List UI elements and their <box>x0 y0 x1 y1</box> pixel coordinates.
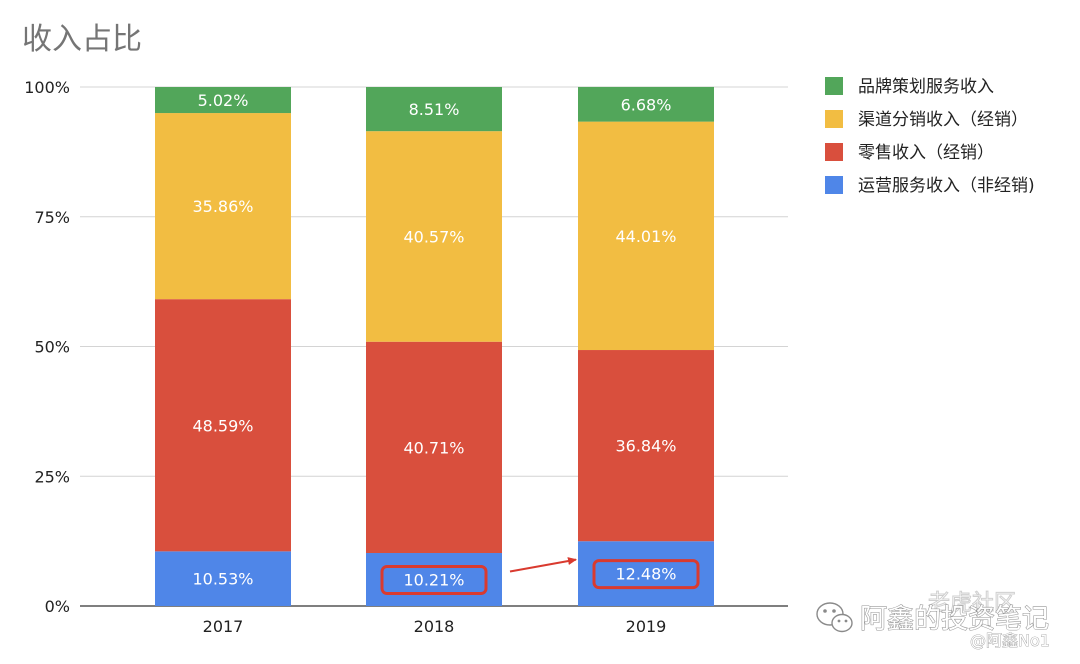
chart-title: 收入占比 <box>22 22 142 57</box>
x-tick-label: 2019 <box>626 617 667 636</box>
bar-segment <box>155 87 291 114</box>
y-tick-label: 50% <box>34 338 70 357</box>
y-axis: 0% 25% 50% 75% 100% <box>24 78 70 616</box>
x-axis: 2017 2018 2019 <box>203 617 667 636</box>
x-tick-label: 2018 <box>414 617 455 636</box>
data-label: 6.68% <box>621 95 672 114</box>
bar-segment <box>155 551 291 606</box>
bar-segment <box>155 113 291 300</box>
wechat-icon <box>816 602 853 633</box>
legend-label: 运营服务收入（非经销) <box>858 176 1035 196</box>
legend-label: 品牌策划服务收入 <box>858 77 994 97</box>
legend-swatch <box>825 77 843 95</box>
data-label: 12.48% <box>615 565 676 584</box>
data-label: 44.01% <box>615 227 676 246</box>
legend-swatch <box>825 176 843 194</box>
highlight-box <box>592 559 700 590</box>
bar-segment <box>366 341 502 554</box>
bar-segment <box>366 553 502 606</box>
data-label: 35.86% <box>192 197 253 216</box>
y-tick-label: 75% <box>34 208 70 227</box>
y-tick-label: 100% <box>24 78 70 97</box>
data-label: 48.59% <box>192 416 253 435</box>
bar-segment <box>366 131 502 342</box>
y-tick-label: 0% <box>45 597 70 616</box>
bar-segment <box>578 86 714 122</box>
data-label: 10.21% <box>403 571 464 590</box>
legend-label: 渠道分销收入（经销） <box>858 110 1028 130</box>
bar-segment <box>155 299 291 552</box>
data-label: 36.84% <box>615 437 676 456</box>
bar-segment <box>578 541 714 606</box>
bars: 10.53% 48.59% 35.86% 5.02% 10.21% 40.71% 40.57… <box>155 86 714 606</box>
wechat-account-watermark: 阿鑫的投资笔记 <box>860 604 1049 635</box>
watermarks: 老虎社区 阿鑫的投资笔记 @阿鑫No1 <box>816 591 1050 650</box>
data-label: 40.57% <box>403 227 464 246</box>
legend-label: 零售收入（经销） <box>858 143 994 163</box>
data-label: 40.71% <box>403 438 464 457</box>
highlight-box <box>380 565 488 596</box>
y-tick-label: 25% <box>34 467 70 486</box>
data-label: 5.02% <box>198 91 249 110</box>
trend-arrow <box>509 557 577 573</box>
author-watermark: @阿鑫No1 <box>970 631 1050 650</box>
bar-segment <box>366 87 502 132</box>
annotations <box>380 557 700 596</box>
x-tick-label: 2017 <box>203 617 244 636</box>
bar-segment <box>578 121 714 351</box>
bar-segment <box>578 350 714 542</box>
legend-swatch <box>825 110 843 128</box>
community-watermark: 老虎社区 <box>928 591 1016 616</box>
data-label: 8.51% <box>409 100 460 119</box>
legend-swatch <box>825 143 843 161</box>
data-label: 10.53% <box>192 570 253 589</box>
